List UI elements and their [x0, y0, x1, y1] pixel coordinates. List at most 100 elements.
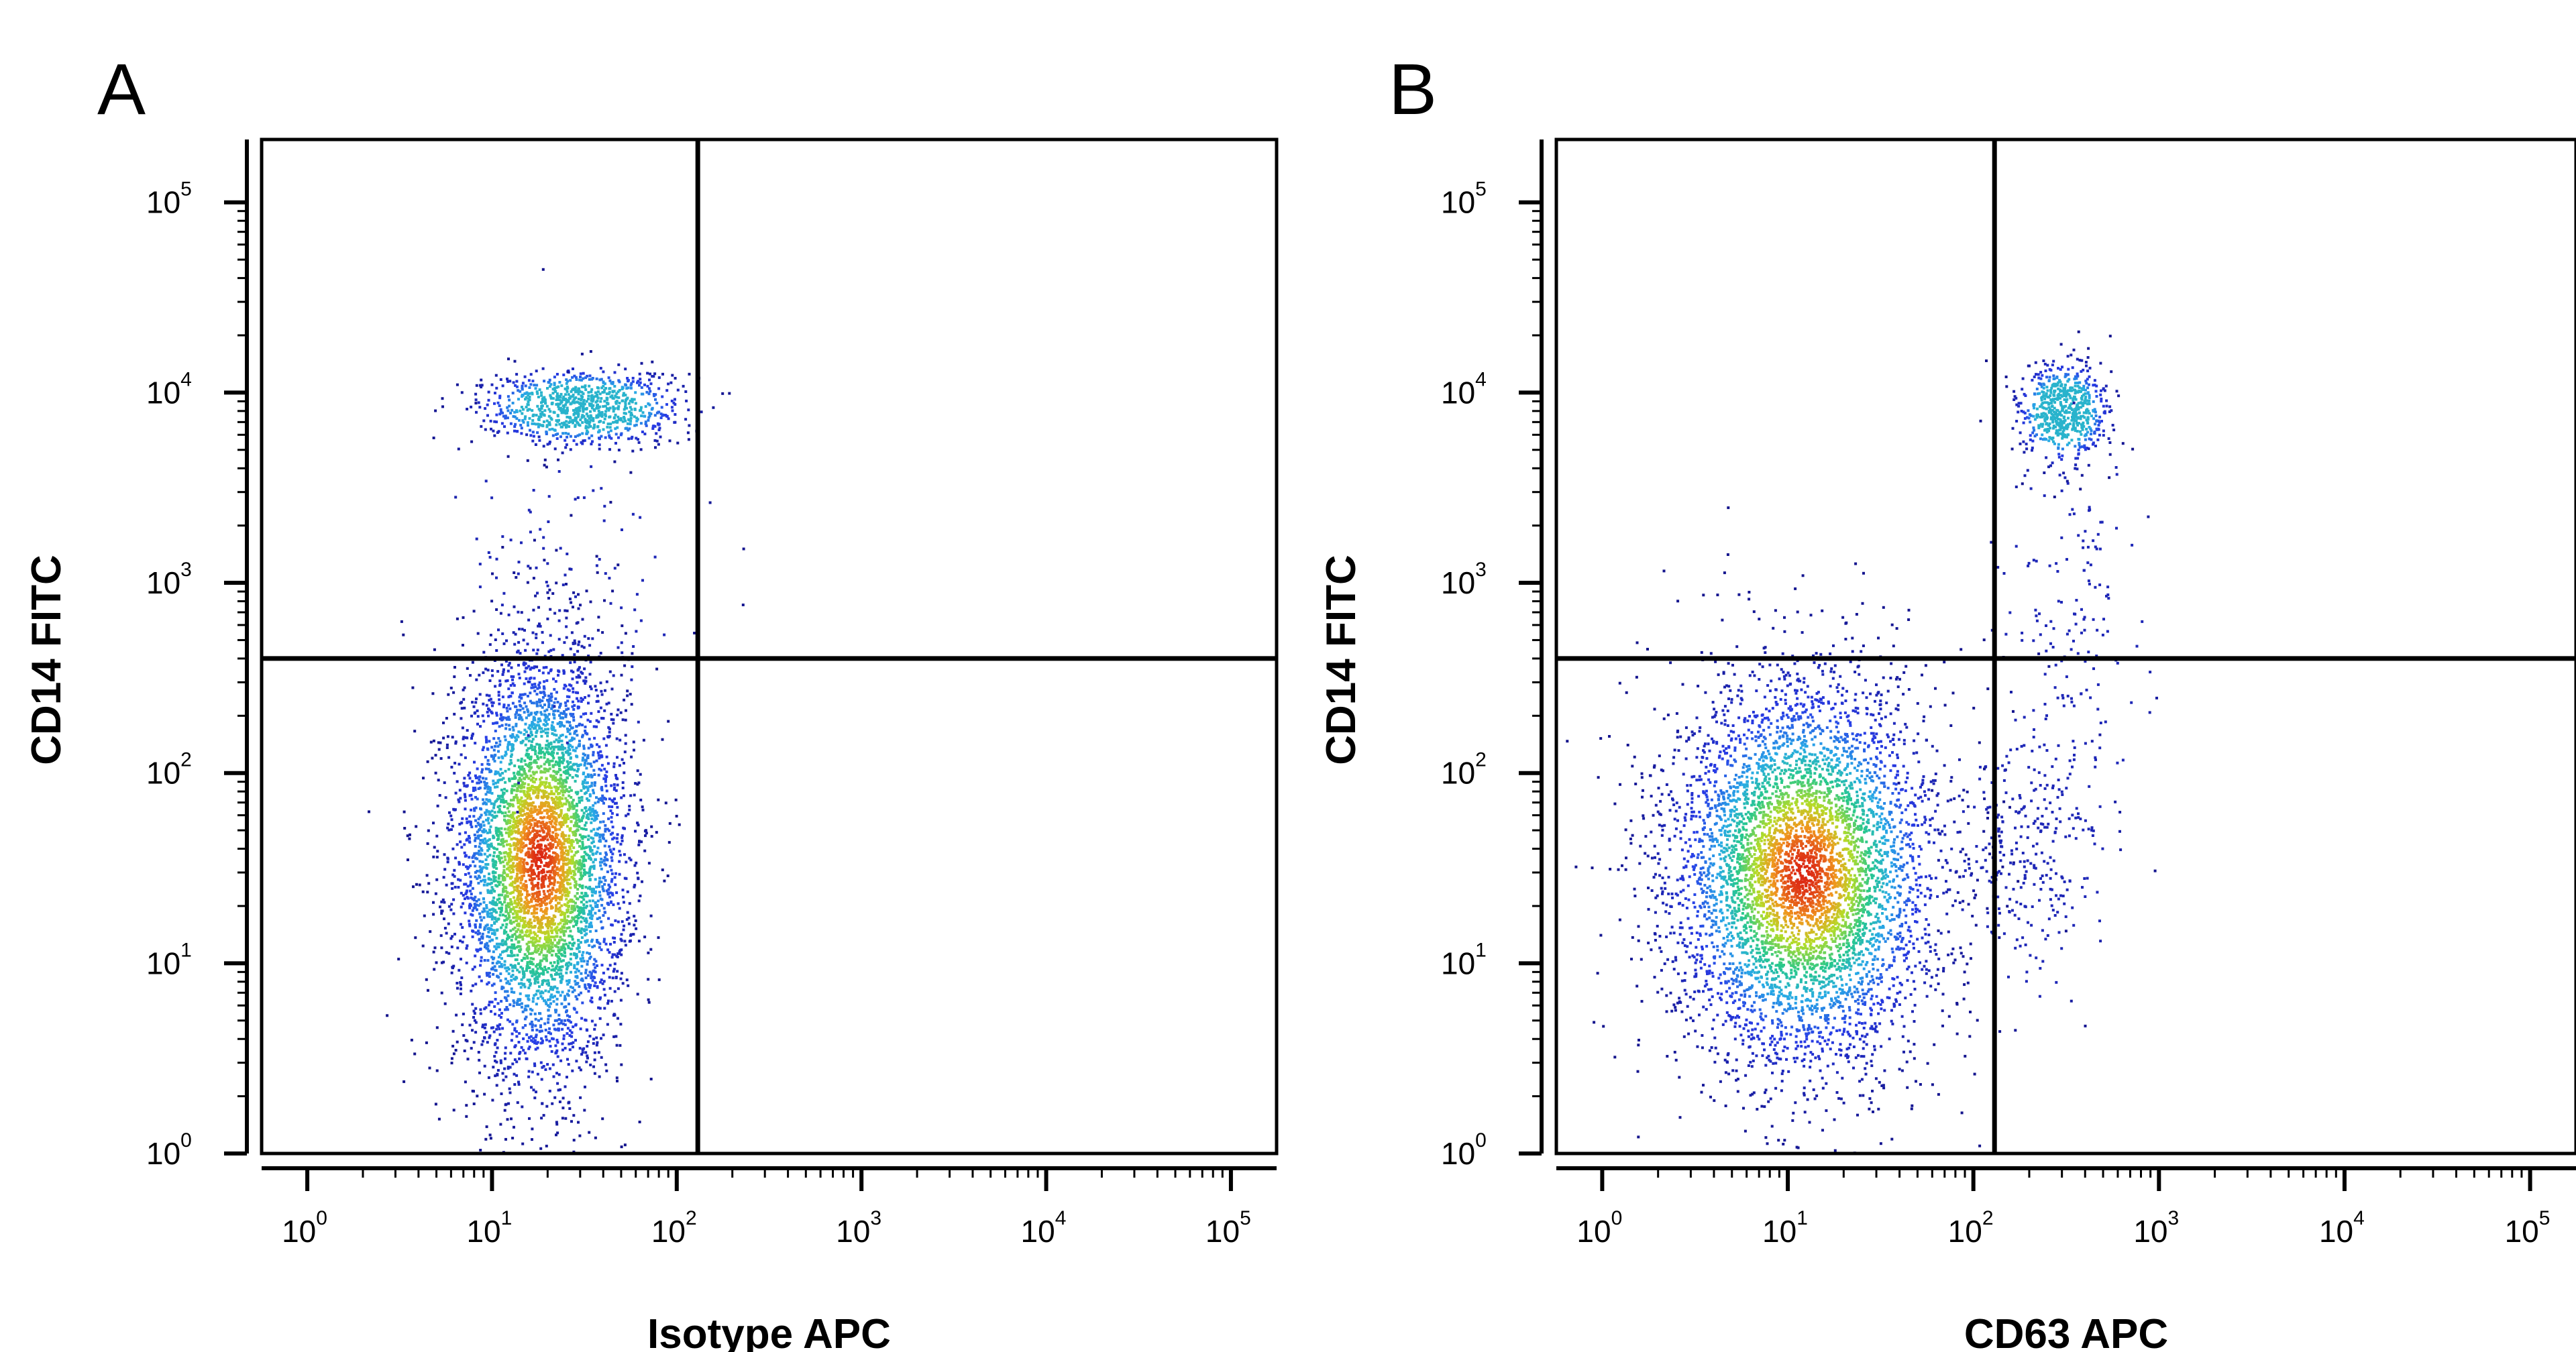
event-dot — [577, 909, 580, 913]
event-dot — [501, 811, 504, 815]
event-dot — [567, 772, 570, 775]
event-dot — [570, 815, 574, 819]
event-dot — [553, 870, 557, 874]
event-dot — [518, 970, 521, 974]
event-dot — [441, 898, 445, 901]
event-dot — [523, 793, 527, 796]
event-dot — [586, 762, 590, 765]
event-dot — [511, 785, 515, 788]
event-dot — [433, 968, 436, 971]
event-dot — [493, 945, 496, 948]
event-dot — [593, 1027, 596, 1031]
event-dot — [458, 832, 462, 836]
event-dot — [512, 999, 515, 1003]
event-dot — [584, 1051, 588, 1054]
event-dot — [625, 918, 629, 921]
event-dot — [553, 714, 556, 717]
event-dot — [552, 815, 555, 819]
event-dot — [511, 1137, 515, 1139]
event-dot — [557, 638, 561, 641]
event-dot — [604, 744, 608, 747]
event-dot — [523, 823, 525, 826]
event-dot — [555, 786, 558, 789]
event-dot — [471, 856, 474, 859]
event-dot — [562, 943, 566, 946]
event-dot — [505, 639, 508, 642]
event-dot — [529, 842, 532, 845]
event-dot — [616, 956, 619, 958]
event-dot — [486, 839, 490, 842]
event-dot — [545, 808, 549, 811]
event-dot — [504, 889, 507, 893]
event-dot — [522, 874, 525, 877]
event-dot — [450, 945, 453, 948]
event-dot — [490, 902, 494, 905]
event-dot — [464, 756, 467, 759]
event-dot — [647, 862, 651, 865]
event-dot — [568, 773, 572, 777]
event-dot — [580, 862, 584, 866]
event-dot — [484, 767, 488, 771]
event-dot — [551, 868, 554, 871]
event-dot — [490, 886, 494, 889]
event-dot — [494, 730, 497, 732]
event-dot — [562, 837, 566, 840]
event-dot — [553, 896, 556, 899]
event-dot — [523, 925, 526, 929]
event-dot — [551, 931, 553, 934]
event-dot — [523, 858, 526, 861]
event-dot — [604, 828, 607, 831]
event-dot — [552, 677, 555, 681]
event-dot — [580, 715, 583, 718]
event-dot — [451, 736, 454, 739]
event-dot — [601, 794, 604, 797]
event-dot — [543, 680, 546, 683]
event-dot — [468, 856, 471, 859]
event-dot — [549, 747, 552, 750]
event-dot — [550, 855, 553, 858]
event-dot — [523, 953, 527, 956]
event-dot — [590, 687, 593, 691]
event-dot — [535, 899, 537, 903]
event-dot — [533, 994, 536, 997]
event-dot — [470, 1047, 473, 1050]
event-dot — [513, 796, 516, 799]
event-dot — [484, 842, 487, 845]
event-dot — [491, 674, 494, 677]
event-dot — [590, 821, 593, 824]
event-dot — [584, 987, 588, 991]
event-dot — [627, 1162, 630, 1164]
event-dot — [586, 787, 590, 790]
event-dot — [561, 734, 564, 736]
event-dot — [440, 961, 443, 964]
event-dot — [512, 811, 515, 814]
event-dot — [553, 785, 556, 789]
event-dot — [542, 971, 545, 974]
event-dot — [535, 938, 538, 942]
event-dot — [482, 777, 484, 780]
event-dot — [508, 869, 511, 872]
event-dot — [590, 911, 592, 914]
event-dot — [525, 815, 529, 819]
event-dot — [463, 1050, 466, 1052]
event-dot — [561, 1107, 565, 1110]
event-dot — [616, 920, 620, 923]
event-dot — [488, 799, 492, 803]
event-dot — [543, 728, 547, 731]
event-dot — [479, 1012, 482, 1015]
event-dot — [615, 737, 619, 740]
event-dot — [472, 899, 476, 902]
event-dot — [529, 802, 533, 805]
event-dot — [597, 710, 600, 714]
event-dot — [577, 607, 580, 610]
event-dot — [636, 822, 639, 825]
event-dot — [576, 919, 579, 923]
event-dot — [551, 1037, 553, 1040]
event-dot — [555, 1123, 559, 1126]
event-dot — [591, 907, 594, 911]
event-dot — [503, 754, 506, 757]
event-dot — [498, 874, 501, 877]
event-dot — [549, 1045, 552, 1048]
event-dot — [529, 1022, 532, 1025]
event-dot — [524, 799, 527, 802]
